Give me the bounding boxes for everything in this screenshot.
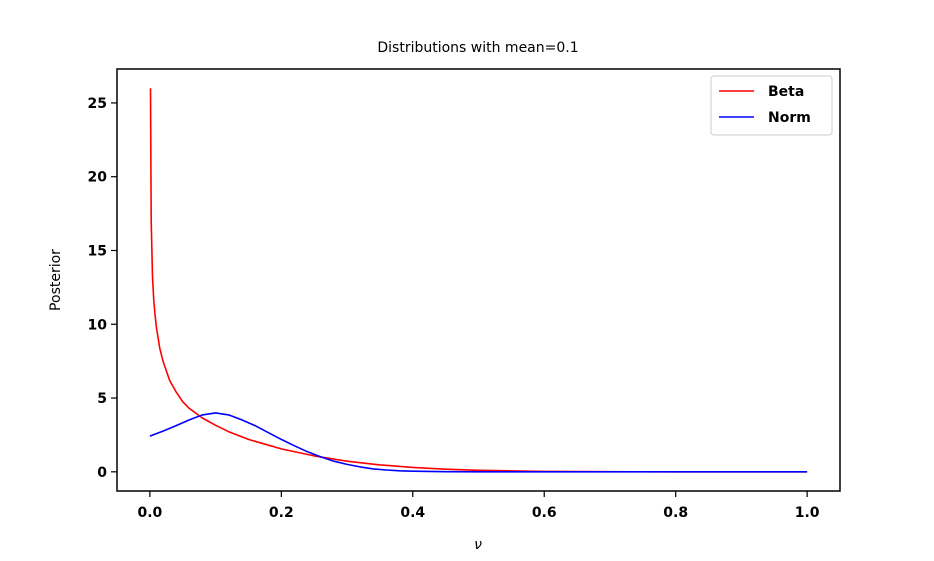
x-tick-label: 0.2 (269, 505, 294, 521)
legend-label-norm: Norm (768, 110, 811, 126)
x-axis: 0.0 0.2 0.4 0.6 0.8 1.0 (137, 491, 820, 521)
series-layer (149, 88, 808, 473)
legend: Beta Norm (710, 75, 833, 136)
y-tick-label: 5 (97, 391, 107, 407)
x-axis-label: ν (474, 537, 482, 553)
y-tick-label: 15 (88, 243, 107, 259)
x-tick-label: 0.6 (532, 505, 557, 521)
y-tick-label: 10 (88, 317, 108, 333)
y-axis: 0 5 10 15 20 25 (88, 96, 117, 481)
y-tick-label: 25 (88, 96, 107, 112)
x-tick-label: 0.4 (400, 505, 425, 521)
x-tick-label: 0.0 (137, 505, 162, 521)
series-line-beta (149, 88, 808, 473)
y-axis-label: Posterior (48, 249, 64, 311)
y-tick-label: 0 (97, 465, 107, 481)
legend-label-beta: Beta (768, 84, 804, 100)
x-tick-label: 0.8 (663, 505, 688, 521)
chart-title: Distributions with mean=0.1 (377, 40, 578, 56)
x-tick-label: 1.0 (795, 505, 820, 521)
plot-frame (116, 68, 841, 492)
y-tick-label: 20 (88, 170, 108, 186)
series-line-norm (149, 412, 808, 473)
